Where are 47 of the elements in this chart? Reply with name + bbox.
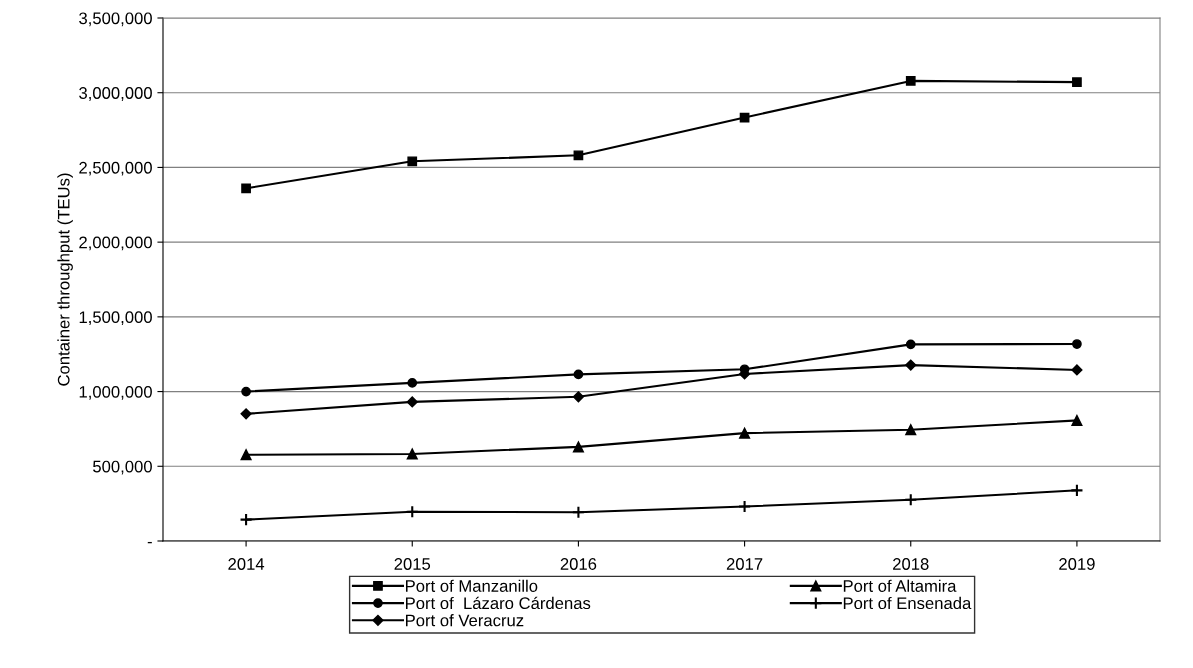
x-tick-label: 2016 — [560, 558, 597, 570]
point — [573, 150, 584, 161]
y-tick-label: 3,500,000 — [79, 12, 152, 27]
point — [1071, 364, 1083, 376]
legend-label: Port of Ensenada — [843, 596, 972, 610]
point — [1070, 483, 1084, 497]
y-tick-label: 1,000,000 — [79, 385, 152, 400]
y-tick-label: 2,500,000 — [79, 161, 152, 176]
legend-label: Port of Manzanillo — [405, 579, 538, 592]
y-tick-label: 2,000,000 — [79, 236, 152, 251]
y-tick-label: 500,000 — [93, 460, 152, 475]
point — [407, 156, 418, 167]
point — [1072, 339, 1082, 349]
y-axis-title: Container throughput (TEUs) — [57, 173, 73, 386]
point — [905, 76, 916, 86]
point — [240, 449, 252, 461]
y-tick-label: - — [147, 541, 152, 544]
x-tick-label: 2014 — [228, 558, 265, 570]
x-tick-label: 2018 — [893, 558, 929, 570]
point — [240, 408, 252, 420]
point — [905, 424, 917, 436]
legend-label: Port of Altamira — [843, 579, 957, 592]
x-tick-label: 2019 — [1059, 558, 1095, 570]
x-tick-label: 2017 — [726, 558, 763, 570]
y-tick-label: 3,000,000 — [79, 87, 152, 101]
y-tick-label: 1,500,000 — [79, 311, 152, 326]
point — [739, 427, 751, 439]
point — [405, 505, 419, 519]
legend-label: Port of Lázaro Cárdenas — [405, 596, 591, 610]
legend-label: Port of Veracruz — [405, 614, 524, 627]
point — [406, 396, 418, 408]
point — [905, 339, 916, 350]
point — [571, 505, 586, 519]
point — [573, 369, 584, 380]
point — [241, 183, 251, 194]
point — [407, 378, 418, 388]
point — [905, 359, 917, 371]
point — [572, 441, 584, 453]
point — [737, 499, 752, 514]
point — [572, 391, 585, 403]
point — [1072, 77, 1082, 87]
point — [1071, 414, 1083, 426]
x-tick-label: 2015 — [394, 558, 431, 570]
point — [904, 493, 918, 507]
point — [406, 448, 418, 460]
point — [241, 386, 251, 397]
point — [239, 513, 253, 527]
